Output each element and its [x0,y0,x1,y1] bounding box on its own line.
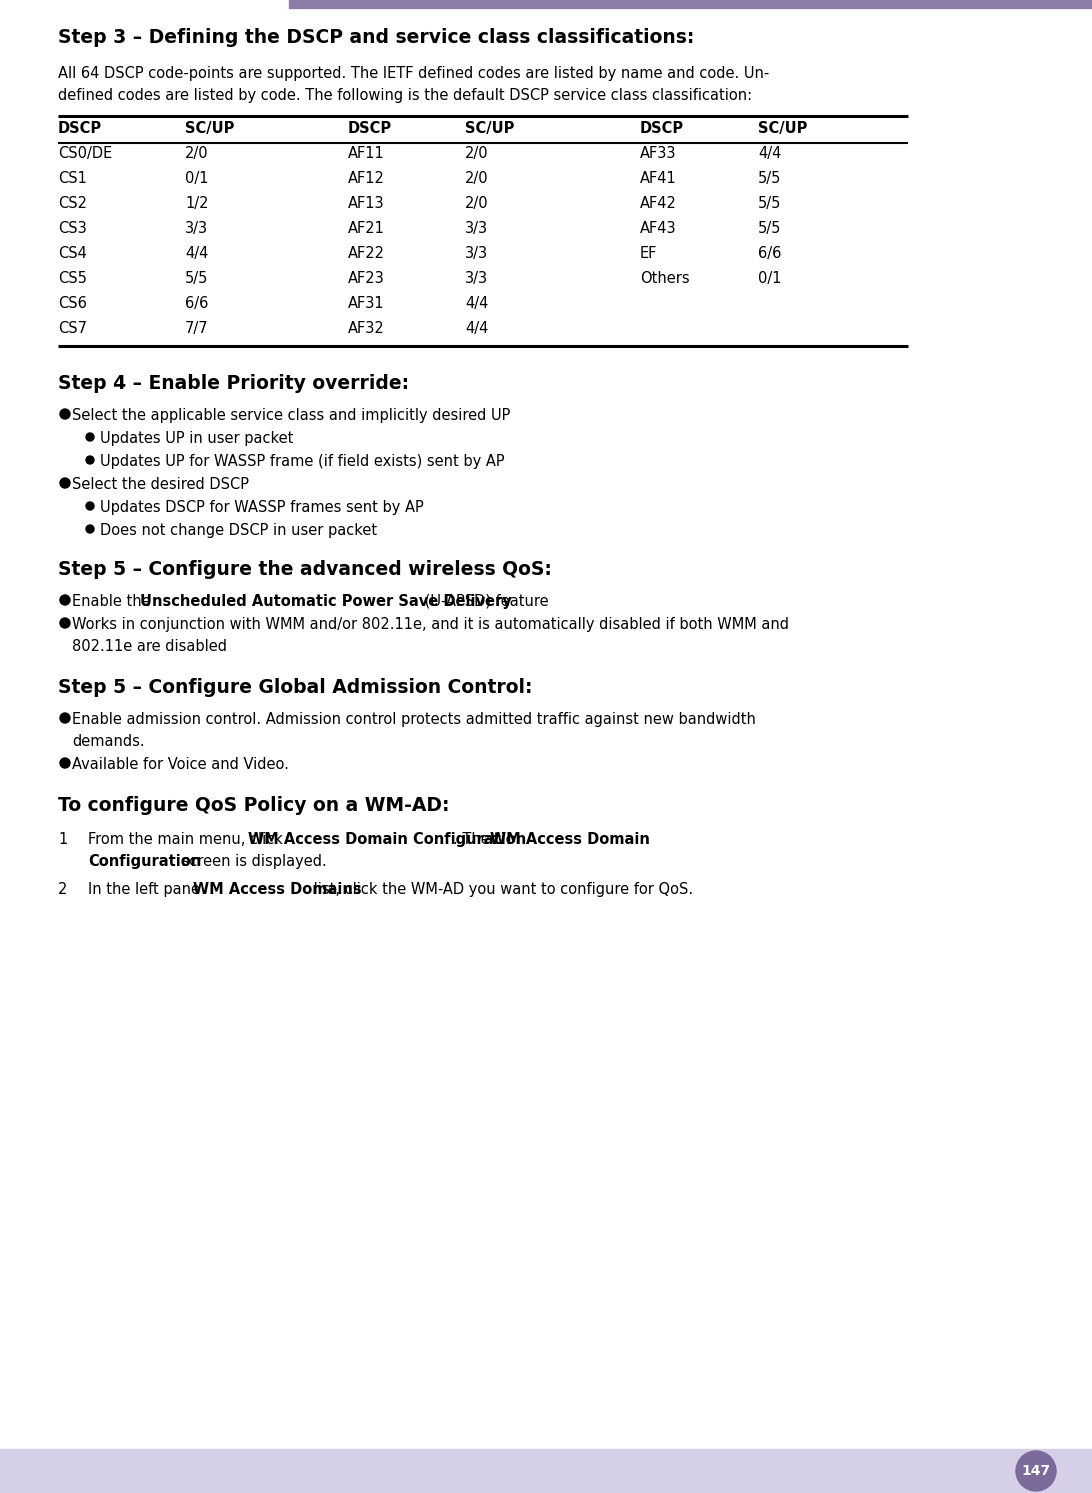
Text: 5/5: 5/5 [758,172,782,187]
Text: 3/3: 3/3 [465,246,488,261]
Text: 802.11e are disabled: 802.11e are disabled [72,639,227,654]
Text: Does not change DSCP in user packet: Does not change DSCP in user packet [100,523,377,537]
Text: SC/UP: SC/UP [185,121,235,136]
Text: demands.: demands. [72,735,144,749]
Text: WM Access Domains: WM Access Domains [192,882,361,897]
Text: EF: EF [640,246,657,261]
Text: Enable the: Enable the [72,594,155,609]
Text: defined codes are listed by code. The following is the default DSCP service clas: defined codes are listed by code. The fo… [58,88,752,103]
Text: CS6: CS6 [58,296,87,311]
Circle shape [60,618,70,629]
Text: AF13: AF13 [348,196,384,211]
Circle shape [60,478,70,488]
Text: 0/1: 0/1 [758,272,782,287]
Text: 2/0: 2/0 [465,146,488,161]
Text: WM Access Domain: WM Access Domain [490,832,650,847]
Circle shape [60,596,70,605]
Text: Step 5 – Configure Global Admission Control:: Step 5 – Configure Global Admission Cont… [58,678,533,697]
Text: . The: . The [453,832,495,847]
Text: Updates DSCP for WASSP frames sent by AP: Updates DSCP for WASSP frames sent by AP [100,500,424,515]
Text: 0/1: 0/1 [185,172,209,187]
Text: AF32: AF32 [348,321,384,336]
Text: 1: 1 [58,832,68,847]
Bar [0,1450,1092,1493]
Text: 5/5: 5/5 [758,196,782,211]
Text: AF31: AF31 [348,296,384,311]
Text: CS4: CS4 [58,246,87,261]
Text: 1/2: 1/2 [185,196,209,211]
Circle shape [60,409,70,420]
Text: All 64 DSCP code-points are supported. The IETF defined codes are listed by name: All 64 DSCP code-points are supported. T… [58,66,769,81]
Text: CS1: CS1 [58,172,87,187]
Text: WM Access Domain Configuration: WM Access Domain Configuration [248,832,526,847]
Text: 6/6: 6/6 [758,246,782,261]
Text: CS5: CS5 [58,272,87,287]
Text: 4/4: 4/4 [758,146,782,161]
Text: AF23: AF23 [348,272,384,287]
Text: From the main menu, click: From the main menu, click [88,832,287,847]
Text: CS3: CS3 [58,221,86,236]
Text: 7/7: 7/7 [185,321,209,336]
Circle shape [86,455,94,464]
Text: To configure QoS Policy on a WM-AD:: To configure QoS Policy on a WM-AD: [58,796,450,815]
Text: AF21: AF21 [348,221,384,236]
Circle shape [86,433,94,440]
Text: SC/UP: SC/UP [465,121,514,136]
Circle shape [86,502,94,511]
Text: Updates UP for WASSP frame (if field exists) sent by AP: Updates UP for WASSP frame (if field exi… [100,454,505,469]
Text: Select the desired DSCP: Select the desired DSCP [72,476,249,493]
Text: DSCP: DSCP [640,121,684,136]
Text: Enable admission control. Admission control protects admitted traffic against ne: Enable admission control. Admission cont… [72,712,756,727]
Circle shape [60,758,70,767]
Text: AF12: AF12 [348,172,384,187]
Text: (U-APSD) feature: (U-APSD) feature [420,594,549,609]
Bar [289,0,1092,7]
Text: AF11: AF11 [348,146,384,161]
Text: DSCP: DSCP [348,121,392,136]
Circle shape [1016,1451,1056,1492]
Text: DSCP: DSCP [58,121,103,136]
Text: Available for Voice and Video.: Available for Voice and Video. [72,757,289,772]
Text: Unscheduled Automatic Power Save Delivery: Unscheduled Automatic Power Save Deliver… [140,594,511,609]
Text: 4/4: 4/4 [465,296,488,311]
Text: 147: 147 [1021,1465,1051,1478]
Text: 4/4: 4/4 [185,246,209,261]
Text: Select the applicable service class and implicitly desired UP: Select the applicable service class and … [72,408,510,423]
Text: Configuration: Configuration [88,854,201,869]
Text: In the left pane: In the left pane [88,882,204,897]
Text: 2/0: 2/0 [465,172,488,187]
Text: Others: Others [640,272,690,287]
Text: 6/6: 6/6 [185,296,209,311]
Text: 3/3: 3/3 [185,221,209,236]
Text: 2/0: 2/0 [465,196,488,211]
Text: 5/5: 5/5 [185,272,209,287]
Text: 5/5: 5/5 [758,221,782,236]
Text: 3/3: 3/3 [465,221,488,236]
Text: 2: 2 [58,882,68,897]
Text: AF42: AF42 [640,196,677,211]
Circle shape [86,526,94,533]
Text: 4/4: 4/4 [465,321,488,336]
Text: 2/0: 2/0 [185,146,209,161]
Text: 3/3: 3/3 [465,272,488,287]
Text: Summit WM Series WLAN Switch and Altitude Access Point Software Version 4.1  Use: Summit WM Series WLAN Switch and Altitud… [58,1465,673,1478]
Text: list, click the WM-AD you want to configure for QoS.: list, click the WM-AD you want to config… [309,882,693,897]
Text: CS7: CS7 [58,321,87,336]
Text: AF33: AF33 [640,146,677,161]
Text: Works in conjunction with WMM and/or 802.11e, and it is automatically disabled i: Works in conjunction with WMM and/or 802… [72,617,790,632]
Text: Updates UP in user packet: Updates UP in user packet [100,431,294,446]
Text: Step 3 – Defining the DSCP and service class classifications:: Step 3 – Defining the DSCP and service c… [58,28,695,46]
Text: CS2: CS2 [58,196,87,211]
Text: AF22: AF22 [348,246,385,261]
Text: Step 4 – Enable Priority override:: Step 4 – Enable Priority override: [58,375,410,393]
Text: CS0/DE: CS0/DE [58,146,112,161]
Text: screen is displayed.: screen is displayed. [177,854,327,869]
Text: Step 5 – Configure the advanced wireless QoS:: Step 5 – Configure the advanced wireless… [58,560,551,579]
Text: SC/UP: SC/UP [758,121,807,136]
Text: AF43: AF43 [640,221,677,236]
Circle shape [60,714,70,723]
Text: AF41: AF41 [640,172,677,187]
